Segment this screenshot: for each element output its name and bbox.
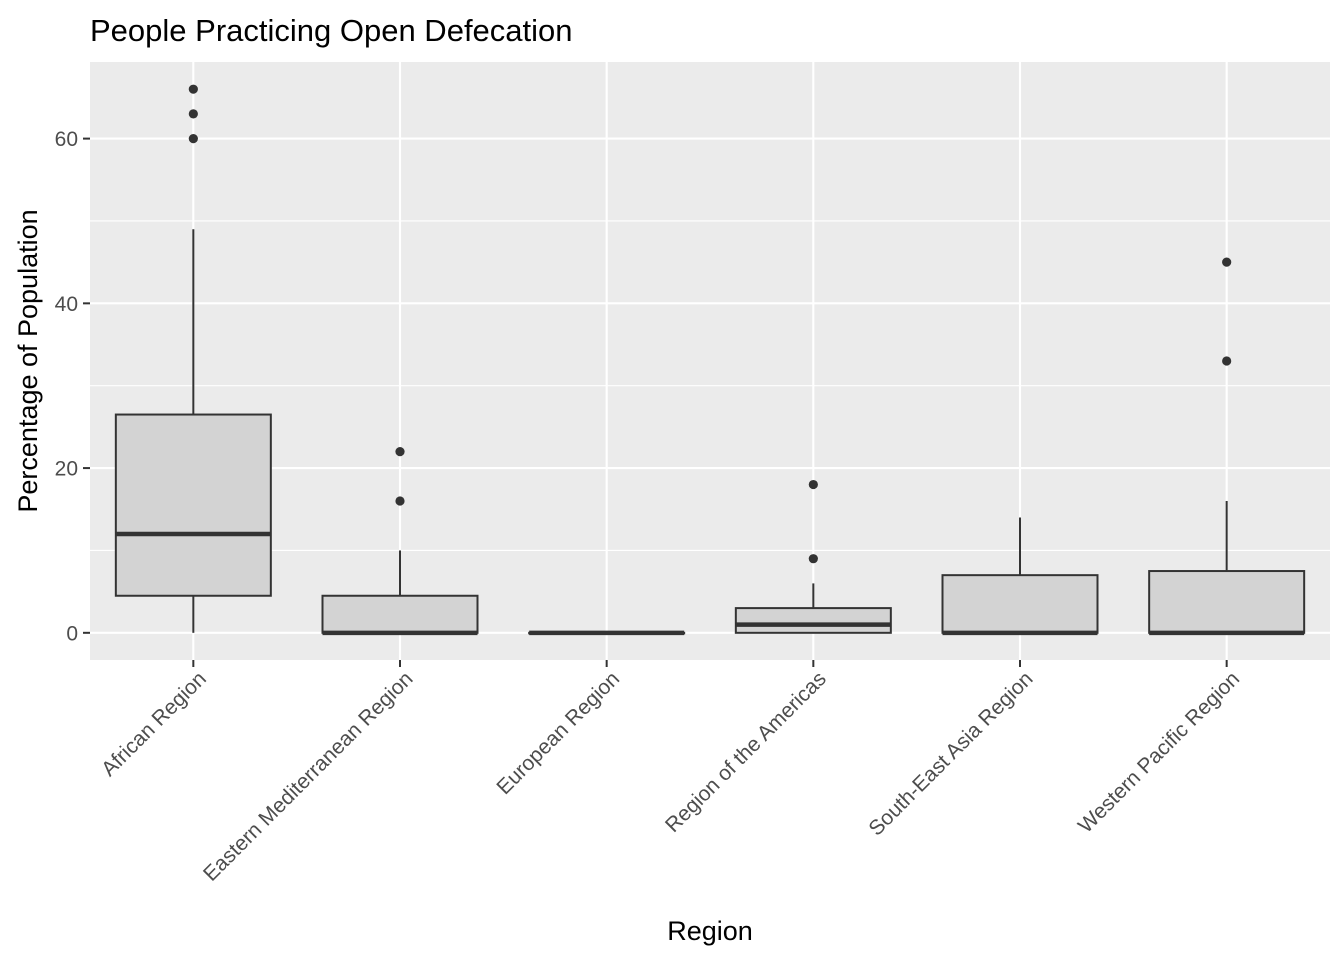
box-3 (528, 630, 686, 636)
outlier-point (808, 554, 818, 564)
outlier-point (188, 109, 198, 119)
y-axis-title: Percentage of Population (13, 209, 43, 512)
chart-title: People Practicing Open Defecation (90, 13, 573, 48)
x-tick-label: South-East Asia Region (864, 667, 1037, 840)
box-body (114, 413, 272, 597)
outlier-point (1222, 356, 1232, 366)
box-body (734, 607, 892, 634)
box-1 (114, 84, 272, 633)
box-body (941, 574, 1099, 634)
box-body (1148, 570, 1306, 634)
x-tick-label: African Region (97, 667, 211, 781)
box-5 (941, 517, 1099, 636)
outlier-point (188, 134, 198, 144)
x-tick-label: European Region (492, 667, 624, 799)
y-axis: 0 20 40 60 (55, 128, 90, 645)
outlier-point (188, 84, 198, 94)
x-tick-label: Eastern Mediterranean Region (199, 667, 418, 886)
outlier-point (395, 447, 405, 457)
outlier-point (1222, 257, 1232, 267)
box-body (321, 594, 479, 634)
plot-panel (90, 62, 1330, 660)
y-tick-label: 0 (66, 622, 78, 645)
x-tick-label: Region of the Americas (661, 667, 831, 837)
y-tick-label: 20 (55, 458, 78, 481)
y-tick-label: 60 (55, 128, 78, 151)
box-plots (114, 84, 1306, 636)
y-tick-label: 40 (55, 293, 78, 316)
outlier-point (395, 496, 405, 506)
outlier-point (808, 479, 818, 490)
box-2 (321, 447, 479, 636)
box-6 (1148, 257, 1306, 636)
x-tick-label: Western Pacific Region (1074, 667, 1244, 837)
x-axis-title: Region (667, 916, 753, 946)
box-4 (734, 479, 892, 634)
